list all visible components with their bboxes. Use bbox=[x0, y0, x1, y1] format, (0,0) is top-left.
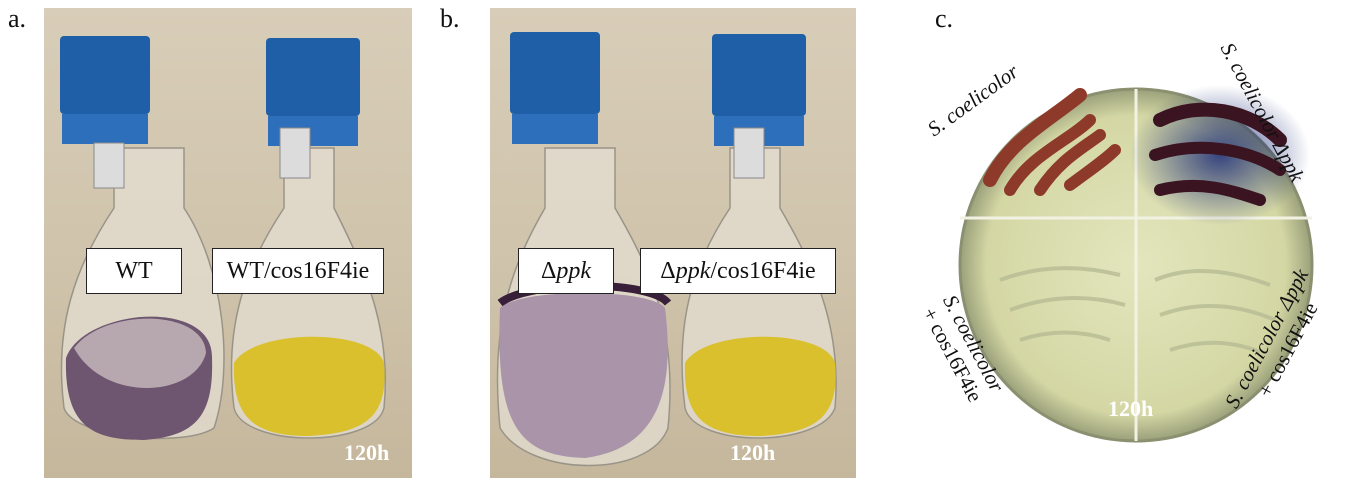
panel-a-time: 120h bbox=[344, 440, 390, 465]
panel-a-letter: a. bbox=[8, 4, 27, 33]
ppk-growth bbox=[1130, 85, 1310, 225]
panel-c-plate: 120h bbox=[930, 40, 1370, 494]
wt-flask bbox=[60, 36, 225, 440]
label-wt: WT bbox=[86, 248, 182, 294]
panel-b-letter: b. bbox=[440, 4, 460, 33]
wt-growth bbox=[983, 88, 1121, 196]
panel-b-time: 120h bbox=[730, 440, 776, 465]
label-wt-cos: WT/cos16F4ie bbox=[212, 248, 384, 294]
wt-cos-flask bbox=[230, 38, 387, 439]
cos-growth bbox=[999, 266, 1276, 354]
panel-c-time: 120h bbox=[1108, 396, 1154, 421]
panel-c-letter: c. bbox=[935, 4, 954, 33]
panel-a-photo: WT WT/cos16F4ie 120h bbox=[44, 8, 412, 478]
ppk-cos-flask bbox=[681, 34, 837, 439]
